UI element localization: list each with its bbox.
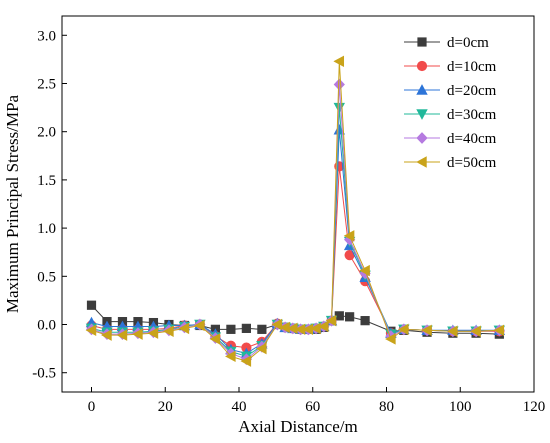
data-point xyxy=(333,102,346,114)
x-tick-label: 80 xyxy=(379,399,394,415)
data-point xyxy=(209,333,221,345)
data-point xyxy=(85,324,97,337)
data-point xyxy=(421,324,432,337)
legend-label: d=20cm xyxy=(447,83,497,99)
legend: d=0cm d=10cm d=20cm d=30cm d=40cm d=50cm xyxy=(404,35,497,171)
data-point xyxy=(360,316,370,326)
data-point xyxy=(101,329,112,341)
data-point xyxy=(317,320,329,333)
data-point xyxy=(447,325,458,337)
data-point xyxy=(86,300,97,310)
data-point xyxy=(116,329,128,341)
y-tick-label: 0.0 xyxy=(37,318,56,334)
x-axis-title: Axial Distance/m xyxy=(238,417,357,436)
legend-item: d=50cm xyxy=(404,155,497,171)
legend-marker xyxy=(416,156,427,168)
x-tick-label: 100 xyxy=(449,399,472,415)
y-tick-label: 1.0 xyxy=(37,221,56,237)
y-tick-label: 2.5 xyxy=(37,76,56,92)
data-point xyxy=(385,333,396,345)
data-point xyxy=(194,319,205,332)
data-point xyxy=(310,322,321,335)
legend-item: d=40cm xyxy=(404,131,497,147)
legend-item: d=0cm xyxy=(404,35,489,51)
data-point xyxy=(271,318,283,331)
data-point xyxy=(493,324,505,337)
data-point xyxy=(470,325,481,337)
data-point xyxy=(225,350,236,363)
data-point xyxy=(333,55,345,68)
legend-item: d=20cm xyxy=(404,83,497,99)
x-tick-label: 60 xyxy=(305,399,320,415)
series-line xyxy=(91,61,500,362)
data-point xyxy=(226,324,236,334)
legend-label: d=0cm xyxy=(447,35,489,51)
data-point xyxy=(240,355,252,367)
x-tick-label: 120 xyxy=(523,399,546,415)
data-point xyxy=(257,324,267,334)
data-point xyxy=(345,312,355,322)
y-tick-label: 2.0 xyxy=(37,125,56,141)
legend-label: d=10cm xyxy=(447,59,497,75)
data-point xyxy=(132,328,143,340)
legend-item: d=30cm xyxy=(404,107,497,123)
series-5 xyxy=(85,55,505,367)
legend-marker xyxy=(416,132,428,144)
y-tick-label: 0.5 xyxy=(37,269,56,285)
legend-item: d=10cm xyxy=(404,59,497,75)
legend-marker xyxy=(416,109,428,120)
legend-marker xyxy=(417,37,427,47)
data-point xyxy=(398,323,409,336)
x-tick-label: 20 xyxy=(158,399,173,415)
data-point xyxy=(325,314,337,327)
plot-area-frame xyxy=(61,15,535,393)
x-tick-label: 40 xyxy=(232,399,247,415)
legend-label: d=40cm xyxy=(447,131,497,147)
y-axis-title: Maximum Principal Stress/MPa xyxy=(3,94,22,313)
y-tick-label: 3.0 xyxy=(37,28,56,44)
y-tick-label: -0.5 xyxy=(32,366,56,382)
data-point xyxy=(241,323,251,333)
legend-marker xyxy=(416,60,428,72)
axis-ticks: 0 20 40 60 80 100 120 -0.5 0.0 0.5 1.0 1.5 2.0 2.5 3.0 xyxy=(32,28,545,415)
legend-label: d=30cm xyxy=(447,107,497,123)
x-tick-label: 0 xyxy=(88,399,96,415)
series-layer xyxy=(85,55,506,367)
data-point xyxy=(163,325,174,337)
data-point xyxy=(178,322,190,335)
data-point xyxy=(359,264,370,277)
data-point xyxy=(256,342,267,355)
data-point xyxy=(333,78,345,91)
legend-marker xyxy=(416,84,428,95)
data-point xyxy=(147,327,159,339)
data-point xyxy=(343,230,355,242)
legend-label: d=50cm xyxy=(447,155,497,171)
y-tick-label: 1.5 xyxy=(37,173,56,189)
